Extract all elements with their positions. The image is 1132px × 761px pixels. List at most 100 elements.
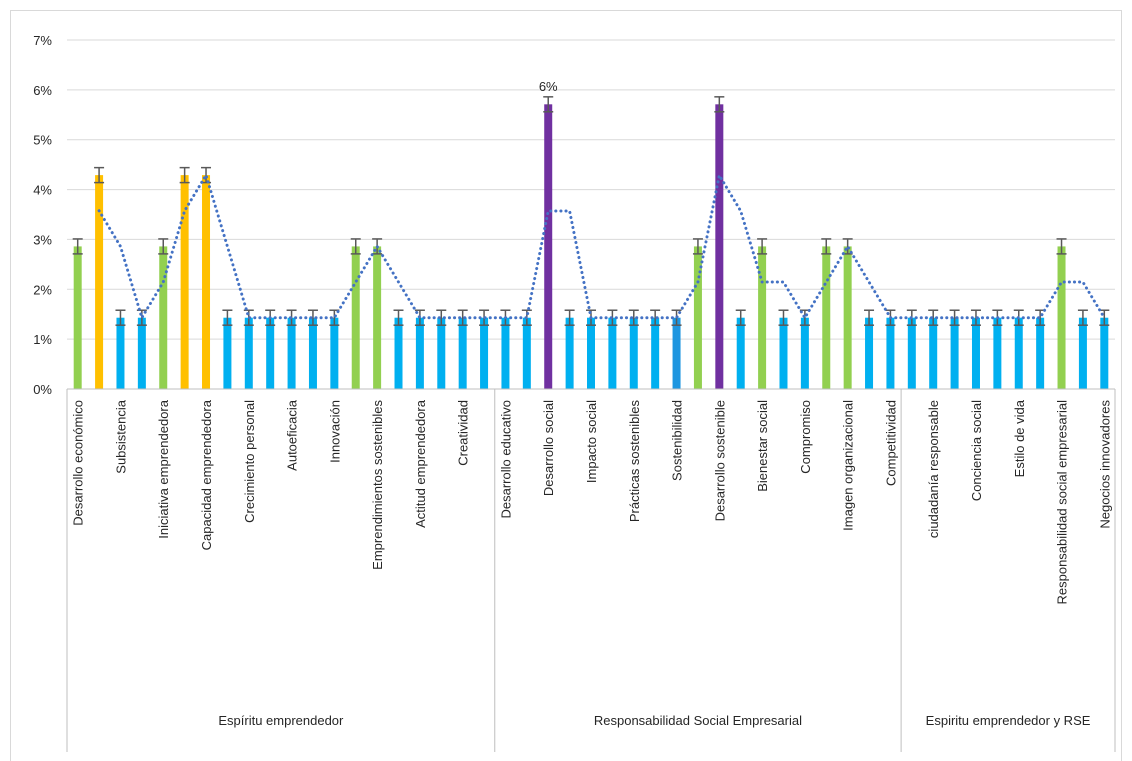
bar (865, 317, 874, 389)
x-tick-label: Iniciativa emprendedora (156, 399, 171, 539)
y-tick-label: 5% (33, 133, 52, 148)
x-tick-label: Desarrollo económico (71, 400, 86, 526)
bar (693, 246, 702, 389)
x-tick-label: Sostenibilidad (670, 400, 685, 481)
bar (886, 317, 895, 389)
error-bar (543, 96, 554, 113)
bar (458, 317, 467, 389)
group-label: Espíritu emprendedor (218, 713, 344, 728)
error-bar (692, 238, 703, 255)
bar (1057, 246, 1066, 389)
error-bar (436, 309, 447, 326)
bar (608, 317, 617, 389)
x-tick-label: Compromiso (798, 400, 813, 474)
x-tick-label: Crecimiento personal (242, 400, 257, 523)
bar (629, 317, 638, 389)
error-bar (757, 238, 768, 255)
group-label: Espiritu emprendedor y RSE (925, 713, 1091, 728)
x-tick-label: Conciencia social (969, 400, 984, 501)
x-tick-label: Estilo de vida (1012, 399, 1027, 477)
error-bar (864, 309, 875, 326)
bar (779, 317, 788, 389)
error-bar (94, 166, 105, 184)
bar (544, 104, 553, 390)
error-bar (457, 309, 468, 326)
data-label: 6% (539, 79, 558, 94)
x-tick-label: Autoeficacia (285, 399, 300, 471)
x-tick-label: Impacto social (584, 400, 599, 483)
x-tick-label: Innovación (327, 400, 342, 463)
error-bar (72, 238, 83, 255)
y-tick-label: 2% (33, 282, 52, 297)
bar (907, 317, 916, 389)
x-tick-label: Capacidad emprendedora (199, 399, 214, 550)
x-tick-label: Responsabilidad social empresarial (1055, 400, 1070, 605)
bar (373, 246, 382, 389)
bar (437, 317, 446, 389)
bar (651, 317, 660, 389)
y-tick-label: 1% (33, 332, 52, 347)
bar (522, 317, 531, 389)
x-tick-label: Subsistencia (113, 399, 128, 473)
bar (95, 175, 104, 389)
bar (736, 317, 745, 389)
x-tick-label: Bienestar social (755, 400, 770, 492)
bar (800, 317, 809, 389)
bar (929, 317, 938, 389)
error-bar (628, 309, 639, 326)
bar (1036, 317, 1045, 389)
bar (287, 317, 296, 389)
x-tick-label: ciudadanía responsable (926, 400, 941, 538)
bar (822, 246, 831, 389)
bar (950, 317, 959, 389)
y-tick-label: 7% (33, 33, 52, 48)
bar (843, 246, 852, 389)
bar (330, 317, 339, 389)
y-tick-label: 3% (33, 232, 52, 247)
error-bar (778, 309, 789, 326)
x-tick-label: Emprendimientos sostenibles (370, 400, 385, 570)
error-bar (179, 166, 190, 184)
bar (1078, 317, 1087, 389)
bar (137, 317, 146, 389)
bar (1100, 317, 1109, 389)
error-bar (115, 309, 126, 326)
bar (758, 246, 767, 389)
bar (223, 317, 232, 389)
error-bar (928, 309, 939, 326)
bar (244, 317, 253, 389)
y-tick-label: 6% (33, 83, 52, 98)
x-tick-label: Competitividad (883, 400, 898, 486)
error-bar (1077, 309, 1088, 326)
bar (415, 317, 424, 389)
error-bar (564, 309, 575, 326)
bar (73, 246, 82, 389)
error-bar (393, 309, 404, 326)
bar (672, 317, 681, 389)
x-tick-label: Desarrollo sostenible (712, 400, 727, 521)
error-bar (821, 238, 832, 255)
error-bar (222, 309, 233, 326)
x-tick-label: Creatividad (456, 400, 471, 466)
error-bar (735, 309, 746, 326)
bar (971, 317, 980, 389)
bar (501, 317, 510, 389)
x-tick-label: Desarrollo educativo (498, 400, 513, 519)
error-bar (650, 309, 661, 326)
bar (587, 317, 595, 389)
bar (480, 317, 489, 389)
x-tick-label: Actitud emprendedora (413, 399, 428, 528)
error-bar (949, 309, 960, 326)
x-tick-label: Desarrollo social (541, 400, 556, 496)
trendline (97, 173, 1106, 320)
bar (351, 246, 360, 389)
x-tick-label: Prácticas sostenibles (627, 400, 642, 523)
x-tick-label: Imagen organizacional (841, 400, 856, 531)
error-bar (350, 238, 361, 255)
bar (308, 317, 317, 389)
error-bar (714, 96, 725, 113)
bar (202, 175, 211, 389)
group-label: Responsabilidad Social Empresarial (593, 713, 802, 728)
bar (116, 317, 125, 389)
